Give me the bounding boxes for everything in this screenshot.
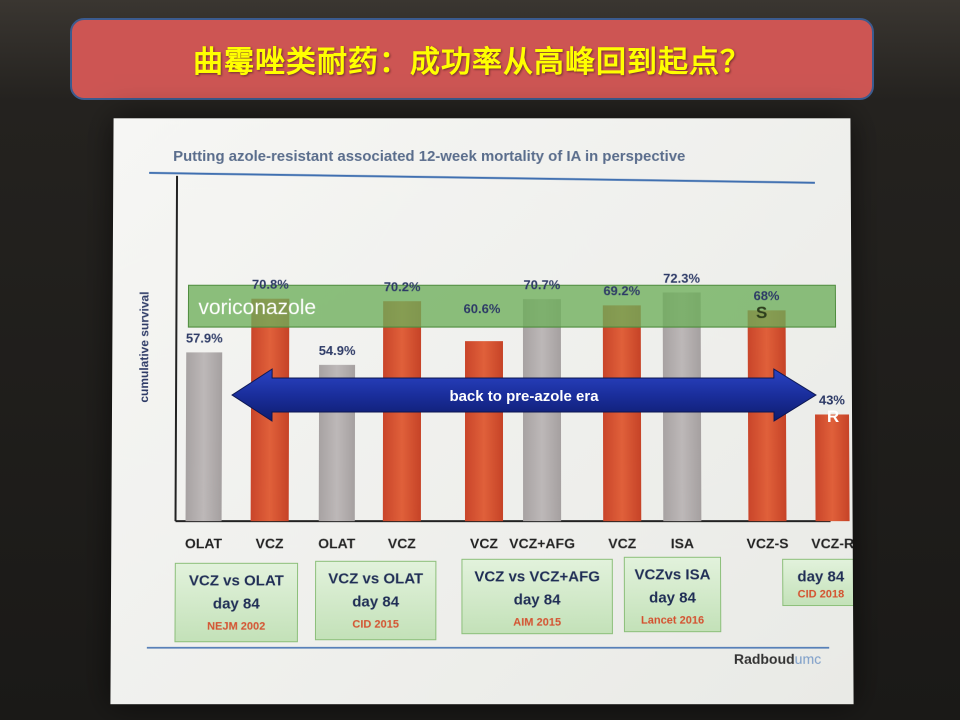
tick-label-7: ISA (671, 535, 694, 551)
study-day-1: day 84 (352, 593, 399, 610)
study-comparison-0: VCZ vs OLAT (189, 572, 284, 589)
arrow-label: back to pre-azole era (449, 388, 599, 405)
chart-title: Putting azole-resistant associated 12-we… (173, 148, 685, 165)
value-label-5: 70.7% (523, 277, 560, 292)
chart: Putting azole-resistant associated 12-we… (137, 148, 854, 667)
study-comparison-2: VCZ vs VCZ+AFG (474, 568, 600, 585)
tick-label-2: OLAT (318, 535, 356, 551)
tick-label-6: VCZ (608, 535, 637, 551)
value-labels: 57.9% 70.8% 54.9% 70.2% 60.6% 70.7% 69.2% 72.3%… (186, 271, 846, 408)
tick-label-1: VCZ (256, 535, 285, 551)
y-axis (174, 176, 179, 521)
value-label-3: 70.2% (384, 279, 421, 294)
tick-label-8: VCZ-S (746, 535, 788, 551)
study-box-2: VCZ vs VCZ+AFG day 84 AIM 2015 (462, 559, 612, 633)
logo-bold: Radboud (734, 651, 795, 667)
voriconazole-band: voriconazole (188, 285, 835, 327)
radboud-logo: Radboudumc (734, 651, 821, 667)
study-box-1: VCZ vs OLAT day 84 CID 2015 (315, 561, 435, 639)
marker-s: S (756, 303, 767, 322)
value-label-4: 60.6% (464, 301, 501, 316)
value-label-1: 70.8% (252, 277, 289, 292)
value-label-0: 57.9% (186, 330, 223, 345)
study-reference-4: CID 2018 (798, 588, 845, 600)
tick-label-9: VCZ-R (811, 535, 853, 551)
study-day-3: day 84 (649, 589, 697, 606)
study-reference-3: Lancet 2016 (641, 615, 704, 627)
bar-vcz-r-9 (814, 414, 849, 521)
study-box-4: day 84 CID 2018 (783, 559, 854, 605)
y-axis-label: cumulative survival (137, 292, 152, 403)
title-banner: 曲霉唑类耐药：成功率从高峰回到起点？ (70, 18, 874, 100)
value-label-6: 69.2% (603, 283, 640, 298)
logo-light: umc (795, 651, 822, 667)
value-label-7: 72.3% (663, 271, 700, 286)
tick-label-4: VCZ (470, 535, 499, 551)
title-underline (149, 173, 815, 183)
bar-olat-0 (185, 352, 223, 521)
study-boxes: VCZ vs OLAT day 84 NEJM 2002 VCZ vs OLAT day… (175, 557, 854, 641)
marker-r: R (827, 407, 839, 426)
study-day-2: day 84 (514, 591, 561, 608)
slide: Putting azole-resistant associated 12-we… (110, 118, 854, 705)
study-day-4: day 84 (797, 568, 845, 585)
tick-label-0: OLAT (185, 535, 223, 551)
back-to-pre-azole-arrow: back to pre-azole era (231, 368, 818, 422)
bar-vcz-4 (464, 341, 504, 521)
value-label-2: 54.9% (319, 343, 356, 358)
study-box-3: VCZvs ISA day 84 Lancet 2016 (624, 557, 720, 631)
value-label-9: 43% (819, 392, 846, 407)
study-box-0: VCZ vs OLAT day 84 NEJM 2002 (175, 563, 298, 641)
study-comparison-3: VCZvs ISA (634, 566, 710, 583)
bar-vcz-6 (602, 305, 642, 521)
tick-label-5: VCZ+AFG (509, 535, 575, 551)
value-label-8: 68% (754, 288, 781, 303)
study-day-0: day 84 (213, 595, 261, 612)
banner-title: 曲霉唑类耐药：成功率从高峰回到起点？ (193, 45, 751, 80)
tick-label-3: VCZ (388, 535, 417, 551)
tick-labels: OLAT VCZ OLAT VCZ VCZ VCZ+AFG VCZ ISA VCZ-S VCZ-R (185, 535, 854, 551)
band-label: voriconazole (198, 296, 316, 319)
study-reference-1: CID 2015 (352, 619, 399, 631)
study-reference-0: NEJM 2002 (207, 621, 265, 633)
study-reference-2: AIM 2015 (513, 617, 561, 629)
bar-vcz-s-8 (747, 310, 787, 521)
study-comparison-1: VCZ vs OLAT (328, 570, 423, 587)
